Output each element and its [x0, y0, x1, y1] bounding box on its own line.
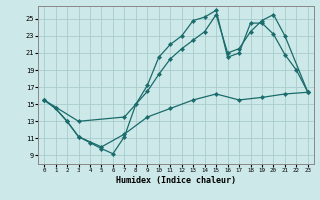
X-axis label: Humidex (Indice chaleur): Humidex (Indice chaleur): [116, 176, 236, 185]
